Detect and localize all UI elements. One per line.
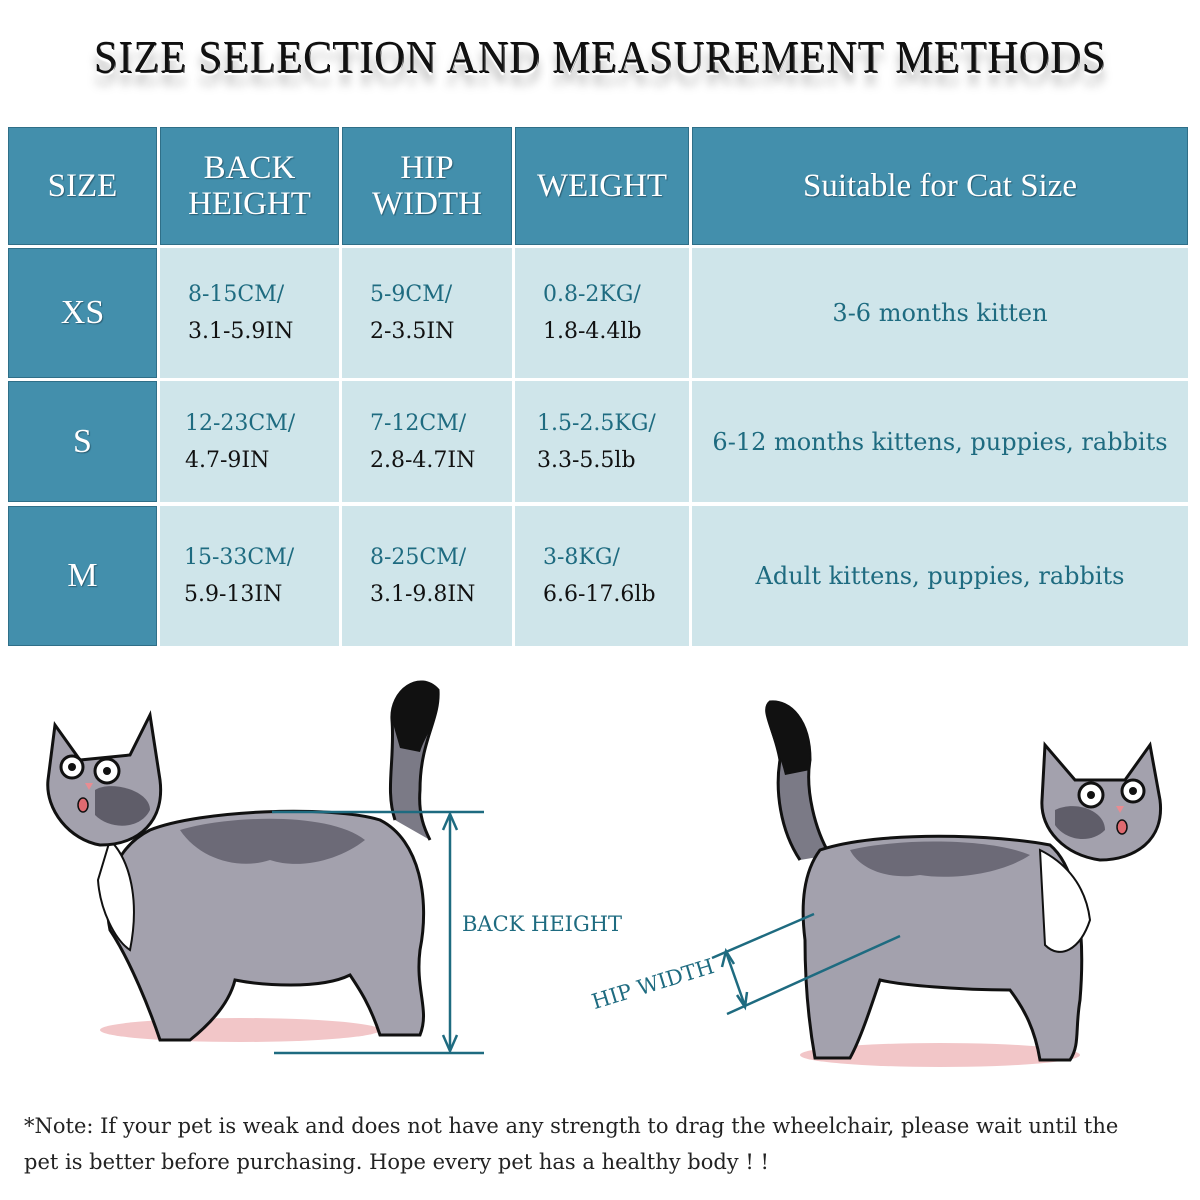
weight-cell: 3-8KG/6.6-17.6lb xyxy=(515,506,689,646)
size-cell: S xyxy=(8,381,157,502)
cat-measurement-illustration xyxy=(46,680,1163,1067)
cat-right-illustration xyxy=(765,700,1163,1067)
note-line-1: *Note: If your pet is weak and does not … xyxy=(24,1114,1119,1138)
weight-lb: 1.8-4.4lb xyxy=(543,319,642,344)
header-size-label: SIZE xyxy=(47,168,118,204)
back-height-in: 3.1-5.9IN xyxy=(188,319,294,344)
note-line-2: pet is better before purchasing. Hope ev… xyxy=(24,1150,769,1174)
back-height-measure xyxy=(272,810,484,1055)
table-row: XS 8-15CM/3.1-5.9IN 5-9CM/2-3.5IN 0.8-2K… xyxy=(8,248,1188,378)
weight-lb: 6.6-17.6lb xyxy=(543,582,656,607)
table-row: M 15-33CM/5.9-13IN 8-25CM/3.1-9.8IN 3-8K… xyxy=(8,506,1188,646)
header-size: SIZE xyxy=(8,127,157,245)
hip-width-in: 2.8-4.7IN xyxy=(370,447,476,473)
weight-kg: 1.5-2.5KG/ xyxy=(537,410,656,436)
page-title: SIZE SELECTION AND MEASUREMENT METHODS xyxy=(93,31,1107,82)
back-height-cell: 15-33CM/5.9-13IN xyxy=(160,506,339,646)
header-hip-width: HIP WIDTH xyxy=(342,127,512,245)
suitable-text: 6-12 months kittens, puppies, rabbits xyxy=(712,427,1168,456)
table-row: S 12-23CM/4.7-9IN 7-12CM/2.8-4.7IN 1.5-2… xyxy=(8,381,1188,502)
back-height-cm: 12-23CM/ xyxy=(185,410,296,436)
hip-width-cm: 5-9CM/ xyxy=(370,282,453,307)
suitable-text: 3-6 months kitten xyxy=(832,299,1048,327)
size-cell: M xyxy=(8,506,157,646)
header-weight-label: WEIGHT xyxy=(536,168,668,204)
size-label: XS xyxy=(60,294,105,331)
size-cell: XS xyxy=(8,248,157,378)
back-height-cm: 15-33CM/ xyxy=(184,545,295,570)
back-height-cell: 12-23CM/4.7-9IN xyxy=(160,381,339,502)
weight-lb: 3.3-5.5lb xyxy=(537,447,636,473)
suitable-cell: 6-12 months kittens, puppies, rabbits xyxy=(692,381,1188,502)
back-height-cm: 8-15CM/ xyxy=(188,282,285,307)
weight-kg: 0.8-2KG/ xyxy=(543,282,641,307)
header-hip-width-line1: HIP xyxy=(400,150,454,186)
suitable-cell: 3-6 months kitten xyxy=(692,248,1188,378)
back-height-label: BACK HEIGHT xyxy=(462,912,623,936)
back-height-in: 5.9-13IN xyxy=(184,582,283,607)
weight-kg: 3-8KG/ xyxy=(543,545,620,570)
size-label: S xyxy=(73,422,92,460)
back-height-cell: 8-15CM/3.1-5.9IN xyxy=(160,248,339,378)
purchase-note: *Note: If your pet is weak and does not … xyxy=(24,1108,1184,1180)
header-suitable-label: Suitable for Cat Size xyxy=(802,168,1078,204)
hip-width-cell: 7-12CM/2.8-4.7IN xyxy=(342,381,512,502)
cat-left-illustration xyxy=(46,680,440,1042)
header-back-height-line2: HEIGHT xyxy=(188,186,311,222)
header-suitable: Suitable for Cat Size xyxy=(692,127,1188,245)
suitable-text: Adult kittens, puppies, rabbits xyxy=(755,562,1125,590)
hip-width-cell: 5-9CM/2-3.5IN xyxy=(342,248,512,378)
header-weight: WEIGHT xyxy=(515,127,689,245)
table-header-row: SIZE BACK HEIGHT HIP WIDTH WEIGHT Suitab… xyxy=(8,127,1188,245)
header-hip-width-line2: WIDTH xyxy=(372,186,482,222)
hip-width-cell: 8-25CM/3.1-9.8IN xyxy=(342,506,512,646)
hip-width-in: 3.1-9.8IN xyxy=(370,582,476,607)
hip-width-measure xyxy=(711,912,901,1016)
header-back-height-line1: BACK xyxy=(203,150,296,186)
hip-width-cm: 7-12CM/ xyxy=(370,410,467,436)
hip-width-in: 2-3.5IN xyxy=(370,319,455,344)
suitable-cell: Adult kittens, puppies, rabbits xyxy=(692,506,1188,646)
back-height-in: 4.7-9IN xyxy=(185,447,270,473)
weight-cell: 0.8-2KG/1.8-4.4lb xyxy=(515,248,689,378)
size-label: M xyxy=(67,557,98,594)
header-back-height: BACK HEIGHT xyxy=(160,127,339,245)
hip-width-cm: 8-25CM/ xyxy=(370,545,467,570)
weight-cell: 1.5-2.5KG/3.3-5.5lb xyxy=(515,381,689,502)
